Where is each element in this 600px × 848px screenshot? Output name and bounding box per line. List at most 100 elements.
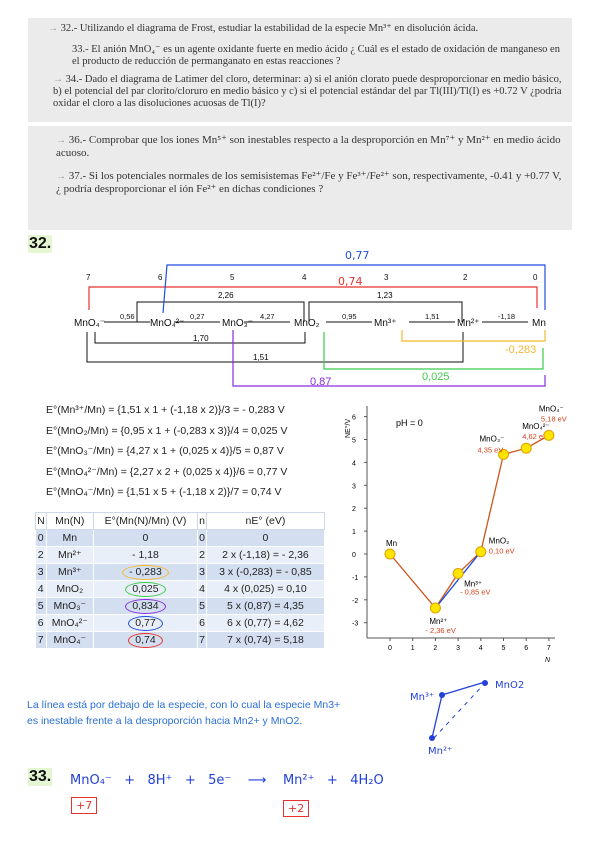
equation: E°(Mn³⁺/Mn) = {1,51 x 1 + (-1,18 x 2)}/3… [46, 404, 285, 416]
equation: E°(MnO₄⁻/Mn) = {1,51 x 5 + (-1,18 x 2)}/… [46, 486, 282, 498]
reduction-equation: MnO₄⁻ + 8H⁺ + 5e⁻ ⟶ Mn²⁺ + 4H₂O [70, 773, 384, 788]
cell-value: 5 [37, 600, 44, 612]
cell-value: 3 x (-0,283) = - 0,85 [219, 566, 312, 578]
table-cell: 0,77 [93, 614, 199, 632]
point-value-label: 0,10 eV [489, 547, 515, 556]
table-cell: 5 x (0,87) = 4,35 [206, 597, 326, 615]
cell-value: 0,025 [125, 581, 166, 597]
hw-0-87: 0,87 [310, 376, 331, 388]
oxidation-state: 4 [302, 273, 307, 282]
column-header: N [35, 512, 47, 530]
cell-value: 5 x (0,87) = 4,35 [227, 600, 304, 612]
sketch-label-mn3: Mn³⁺ [410, 692, 434, 703]
green-path [323, 332, 544, 370]
table-cell: 2 [35, 546, 47, 564]
point-species-label: MnO₄²⁻ [522, 422, 550, 431]
cell-value: 2 [37, 549, 44, 561]
problem-33: 33.- El anión MnO₄⁻ es un agente oxidant… [72, 44, 560, 67]
point-value-label: 5,18 eV [541, 414, 567, 423]
y-tick-label: 1 [352, 529, 356, 536]
table-row: 0 Mn 0 0 0 [35, 529, 326, 547]
cell-value: Mn³⁺ [57, 566, 82, 578]
table-cell: 3 [35, 563, 47, 581]
ox-state-product: +2 [283, 800, 310, 817]
oxidation-state: 7 [86, 273, 91, 282]
table-cell: 3 x (-0,283) = - 0,85 [206, 563, 326, 581]
point-mno2 [482, 680, 488, 686]
y-tick-label: 5 [352, 438, 356, 445]
species: MnO₄²⁻ [150, 318, 184, 329]
bracket-label-1-23: 1,23 [377, 291, 393, 300]
y-tick-label: -2 [352, 598, 358, 605]
column-header: nE° (eV) [205, 512, 326, 530]
point-mn3 [439, 692, 445, 698]
y-tick-label: 4 [352, 460, 356, 467]
table-cell: 7 x (0,74) = 5,18 [206, 631, 326, 649]
oxidation-state: 3 [384, 273, 389, 282]
species: MnO₃⁻ [222, 318, 253, 329]
latimer-diagram: 7 6 5 4 3 2 0 MnO₄⁻ MnO₄²⁻ MnO₃⁻ MnO₂ Mn³⁺ Mn²⁺ Mn 0… [74, 249, 546, 388]
bracket-2-26 [136, 301, 305, 322]
red-path [88, 286, 538, 310]
section-33-label: 33. [28, 768, 53, 786]
bracket-1-23 [308, 301, 463, 322]
purple-path [232, 330, 546, 387]
table-cell: MnO₄⁻ [46, 631, 94, 649]
x-axis-label: N [545, 657, 551, 664]
problem-36: → 36.- Comprobar que los iones Mn⁵⁺ son … [56, 134, 561, 159]
table-cell: MnO₂ [46, 580, 94, 598]
table-cell: 4 x (0,025) = 0,10 [206, 580, 326, 598]
species: Mn [532, 318, 546, 329]
problem-32: → 32.- Utilizando el diagrama de Frost, … [48, 23, 479, 34]
table-cell: 5 [35, 597, 47, 615]
data-point [498, 448, 509, 460]
cell-value: 6 x (0,77) = 4,62 [227, 617, 304, 629]
x-tick-label: 4 [479, 645, 483, 652]
point-species-label: Mn²⁺ [429, 617, 447, 626]
cell-value: - 1,18 [132, 549, 159, 561]
x-tick-label: 6 [524, 645, 528, 652]
point-mn2 [429, 735, 435, 741]
table-cell: 0 [197, 529, 207, 547]
table-row: 2 Mn²⁺ - 1,18 2 2 x (-1,18) = - 2,36 [35, 546, 326, 564]
table-cell: 4 [197, 580, 207, 598]
cell-value: 4 [37, 583, 44, 595]
y-tick-label: 2 [352, 506, 356, 513]
point-species-label: Mn³⁺ [464, 579, 482, 588]
problem-scan-2: → 36.- Comprobar que los iones Mn⁵⁺ son … [28, 126, 572, 230]
cell-value: MnO₂ [56, 583, 84, 595]
y-tick-label: 0 [352, 552, 356, 559]
table-row: 7 MnO₄⁻ 0,74 7 7 x (0,74) = 5,18 [35, 631, 326, 649]
y-tick-label: 6 [352, 415, 356, 422]
step-potential: 0,95 [342, 312, 357, 321]
protons: 8H⁺ [147, 773, 173, 788]
oxidation-state: 2 [463, 273, 468, 282]
y-tick-label: -1 [352, 575, 358, 582]
point-value-label: - 2,36 eV [425, 626, 455, 635]
cell-value: 2 x (-1,18) = - 2,36 [222, 549, 309, 561]
x-tick-label: 7 [547, 645, 551, 652]
potential-equations: E°(Mn³⁺/Mn) = {1,51 x 1 + (-1,18 x 2)}/3… [46, 400, 287, 503]
tie-line [434, 551, 482, 609]
table-cell: - 1,18 [93, 546, 199, 564]
column-header: Mn(N) [45, 512, 94, 530]
point-species-label: MnO₂ [489, 537, 509, 546]
table-cell: MnO₄²⁻ [46, 614, 94, 632]
table-cell: - 0,283 [93, 563, 199, 581]
plus: + [124, 773, 136, 788]
table-cell: 0 [93, 529, 199, 547]
cell-value: 5 [199, 600, 205, 612]
chart-title: pH = 0 [396, 418, 423, 428]
x-tick-label: 1 [411, 645, 415, 652]
equation: E°(MnO₄²⁻/Mn) = {2,27 x 2 + (0,025 x 4)}… [46, 465, 288, 478]
cell-value: - 0,283 [122, 564, 169, 580]
cell-value: Mn²⁺ [57, 549, 82, 561]
electrons: 5e⁻ [208, 773, 232, 788]
problem-scan-1: → 32.- Utilizando el diagrama de Frost, … [28, 18, 572, 122]
step-potential: 1,51 [425, 312, 440, 321]
cell-value: 3 [199, 566, 205, 578]
cell-value: 6 [37, 617, 44, 629]
table-cell: 5 [197, 597, 207, 615]
cell-value: Mn [62, 532, 78, 544]
